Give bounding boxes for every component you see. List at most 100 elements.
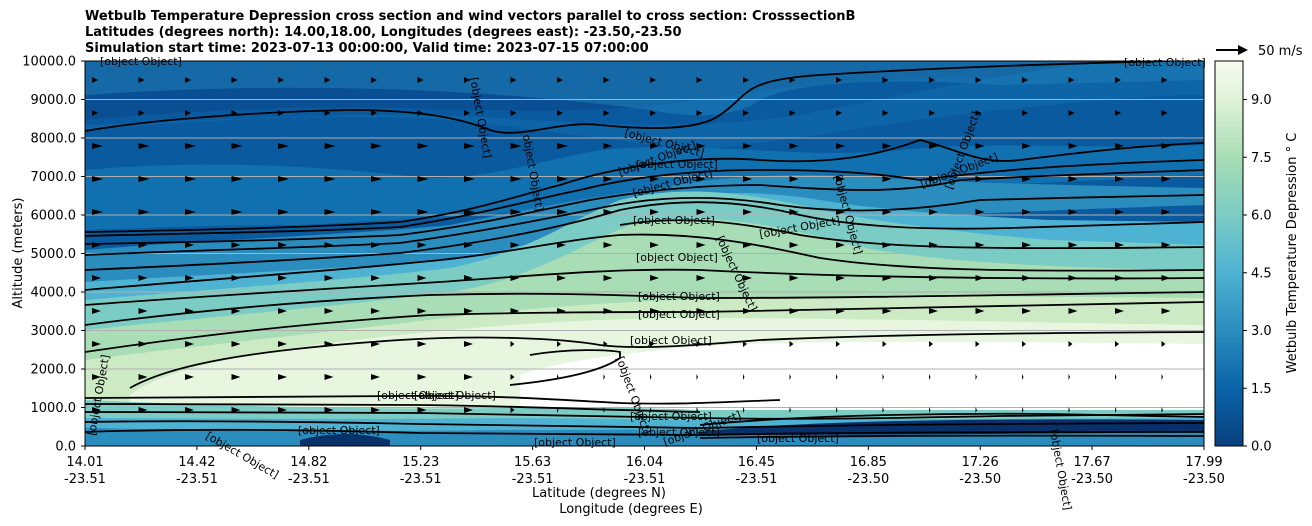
- wind-vector: [1068, 374, 1070, 380]
- wind-vector: [324, 308, 334, 314]
- wind-vector: [92, 341, 101, 347]
- wind-vector: [696, 176, 706, 182]
- wind-vector: [324, 110, 331, 116]
- contour-label: [object Object]: [414, 389, 496, 402]
- wind-vector: [603, 275, 613, 281]
- wind-vector: [464, 407, 473, 413]
- wind-vector: [1022, 77, 1028, 83]
- x-tick-label-lon: -23.50: [1183, 472, 1225, 487]
- wind-vector: [185, 209, 196, 215]
- wind-vector: [324, 77, 331, 83]
- x-axis: 14.01 -23.51 14.42 -23.51 14.82 -23.51 15.23 -2…: [64, 446, 1225, 487]
- x-tick-label-lat: 15.23: [402, 455, 439, 470]
- colorbar-tick-label: 7.5: [1251, 151, 1272, 166]
- wind-vector: [743, 143, 752, 149]
- colorbar-label: Wetbulb Temperature Depression ° C: [1285, 133, 1300, 374]
- wind-vector: [789, 176, 799, 182]
- wind-vector: [371, 308, 380, 314]
- y-tick-label: 5000.0: [31, 247, 77, 262]
- wind-vector: [371, 143, 382, 149]
- wind-vector: [138, 209, 150, 215]
- wind-vector: [1208, 374, 1210, 380]
- wind-vector: [324, 374, 334, 380]
- wind-vector: [324, 143, 336, 149]
- wind-vector: [324, 407, 334, 413]
- wind-vector: [557, 110, 563, 116]
- colorbar-tick-label: 6.0: [1251, 209, 1272, 224]
- wind-vector: [975, 77, 982, 83]
- wind-vector: [185, 143, 196, 149]
- wind-vector: [185, 176, 196, 182]
- wind-vector: [789, 242, 799, 248]
- wind-vector: [464, 374, 473, 380]
- wind-vector: [278, 308, 287, 314]
- wind-vector: [278, 209, 289, 215]
- wind-vector: [1161, 308, 1171, 314]
- wind-vector: [650, 242, 659, 248]
- wind-vector: [557, 77, 563, 83]
- contour-label: [object Object]: [757, 432, 839, 445]
- wind-vector: [650, 110, 656, 116]
- wind-vector: [510, 110, 517, 116]
- wind-vector: [650, 341, 654, 347]
- wind-vector: [836, 143, 845, 149]
- wind-vector: [185, 242, 194, 248]
- wind-vector: [1022, 341, 1026, 347]
- x-tick-label-lat: 14.42: [178, 455, 215, 470]
- wind-vectors: [92, 77, 1210, 413]
- wind-vector: [789, 110, 796, 116]
- wind-vector: [417, 77, 424, 83]
- x-tick-label-lon: -23.50: [1071, 472, 1113, 487]
- wind-vector: [789, 407, 791, 413]
- wind-vector: [464, 110, 470, 116]
- wind-vector: [1208, 407, 1210, 413]
- wind-vector: [185, 374, 194, 380]
- x-tick-label-lon: -23.51: [624, 472, 666, 487]
- wind-vector: [510, 407, 515, 413]
- wind-vector: [510, 341, 515, 347]
- x-tick-label-lon: -23.51: [64, 472, 106, 487]
- wind-vector: [1161, 176, 1171, 182]
- wind-vector: [464, 341, 473, 347]
- x-axis-label: Latitude (degrees N): [532, 486, 666, 501]
- y-axis-label: Altitude (meters): [11, 198, 26, 309]
- wind-vector: [975, 341, 980, 347]
- wind-vector: [975, 242, 985, 248]
- wind-vector: [92, 176, 103, 182]
- wind-vector: [231, 176, 243, 182]
- wind-vector: [138, 374, 148, 380]
- wind-vector: [231, 242, 241, 248]
- wind-vector: [603, 242, 613, 248]
- wind-vector: [1022, 407, 1024, 413]
- wind-vector: [1022, 308, 1031, 314]
- colorbar-tick-label: 4.5: [1251, 266, 1272, 281]
- wind-vector: [603, 374, 605, 380]
- wind-vector: [185, 341, 194, 347]
- wind-vector: [278, 176, 289, 182]
- wind-vector: [510, 143, 522, 149]
- contour-label: [object Object]: [377, 389, 459, 402]
- wind-vector: [929, 209, 938, 215]
- colorbar-tick-label: 3.0: [1251, 324, 1272, 339]
- wind-vector: [1161, 209, 1171, 215]
- wind-vector: [882, 341, 887, 347]
- wind-vector: [1115, 341, 1119, 347]
- contour-label: [object Object]: [636, 158, 718, 171]
- wind-vector: [696, 77, 703, 83]
- wind-vector: [743, 176, 752, 182]
- wind-vector: [185, 275, 194, 281]
- wind-vector: [1022, 374, 1024, 380]
- wind-vector: [1161, 374, 1163, 380]
- x-tick-label-lat: 17.99: [1185, 455, 1222, 470]
- wind-vector: [743, 341, 747, 347]
- wind-vector: [743, 110, 749, 116]
- wind-vector: [929, 374, 931, 380]
- contour-label: [object Object]: [638, 290, 720, 303]
- contour-label: [object Object]: [633, 214, 715, 227]
- wind-vector: [1115, 176, 1124, 182]
- colorbar: 0.0 1.5 3.0 4.5 6.0 7.5 9.0 Wetbulb Temperatur…: [1214, 60, 1300, 455]
- wind-vector: [510, 176, 522, 182]
- wind-vector: [92, 374, 101, 380]
- wind-vector: [1161, 407, 1163, 413]
- wind-vector: [231, 374, 241, 380]
